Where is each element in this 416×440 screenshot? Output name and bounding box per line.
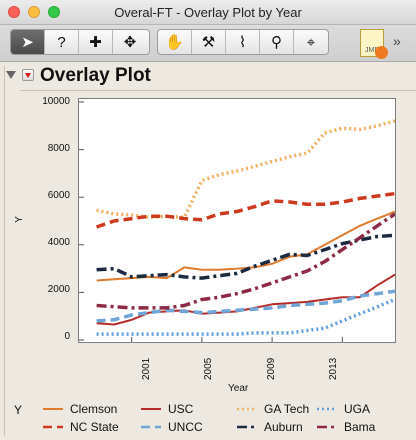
- series-line-uga[interactable]: [96, 297, 396, 336]
- window-title: Overal-FT - Overlay Plot by Year: [114, 5, 302, 20]
- series-line-auburn[interactable]: [96, 233, 396, 280]
- legend-item-auburn[interactable]: Auburn: [236, 420, 303, 434]
- help-tool-icon[interactable]: ?: [45, 30, 79, 54]
- y-axis-title: Y: [13, 216, 25, 223]
- close-window-button[interactable]: [8, 6, 20, 18]
- toolbar-group-interaction: ✋ ⚒ ⌇ ⚲ ⌖: [157, 29, 329, 55]
- legend-item-uncc[interactable]: UNCC: [140, 420, 203, 434]
- move-tool-icon[interactable]: ✥: [123, 34, 137, 51]
- legend-label: Auburn: [264, 420, 303, 434]
- x-tick-label: 2013: [328, 357, 339, 380]
- legend-swatch: [141, 425, 161, 429]
- y-tick-label: 6000: [47, 190, 70, 201]
- legend-swatch: [317, 425, 337, 429]
- toolbar-overflow-icon[interactable]: »: [393, 33, 401, 49]
- report-outline: [4, 66, 415, 436]
- scaler-tool-icon[interactable]: ⌖: [306, 33, 316, 51]
- series-line-uncc[interactable]: [96, 289, 396, 323]
- red-triangle-menu-icon[interactable]: [22, 69, 34, 81]
- jmp-file-icon[interactable]: JMP: [360, 29, 388, 59]
- series-line-ga-tech[interactable]: [96, 119, 396, 220]
- disclosure-triangle-icon[interactable]: [6, 71, 16, 79]
- legend-item-clemson[interactable]: Clemson: [42, 402, 117, 416]
- crosshair-tool-icon[interactable]: ✚: [79, 30, 113, 54]
- legend-label: UNCC: [168, 420, 203, 434]
- y-tick-label: 2000: [47, 284, 70, 295]
- legend-label: NC State: [70, 420, 119, 434]
- legend-label: Clemson: [70, 402, 118, 416]
- legend-item-nc-state[interactable]: NC State: [42, 420, 119, 434]
- legend-item-uga[interactable]: UGA: [316, 402, 370, 416]
- arrow-tool-icon[interactable]: ➤: [11, 30, 45, 54]
- toolbar: ➤ ? ✚ ✥ ✋ ⚒ ⌇ ⚲ ⌖: [0, 25, 416, 62]
- legend-swatch: [237, 407, 257, 411]
- legend-swatch: [43, 425, 63, 429]
- legend-title: Y: [14, 403, 23, 417]
- brush-tool-icon[interactable]: ⚒: [192, 30, 226, 54]
- legend-label: Bama: [344, 420, 376, 434]
- y-tick-label: 10000: [42, 96, 70, 107]
- legend-swatch: [317, 407, 337, 411]
- toolbar-group-selection: ➤ ? ✚ ✥: [10, 29, 150, 55]
- legend-label: UGA: [344, 402, 371, 416]
- legend-label: USC: [168, 402, 194, 416]
- grabber-tool-icon[interactable]: ✋: [158, 30, 192, 54]
- jmp-file-label: JMP: [365, 47, 379, 54]
- section-title: Overlay Plot: [40, 65, 151, 86]
- y-tick-label: 8000: [47, 143, 70, 154]
- revert-badge-icon: [375, 46, 388, 59]
- legend-swatch: [237, 425, 257, 429]
- x-tick-label: 2001: [141, 357, 152, 380]
- overlay-plot: [79, 101, 396, 342]
- legend-item-ga-tech[interactable]: GA Tech: [236, 402, 309, 416]
- x-tick-label: 2009: [266, 357, 277, 380]
- lasso-tool-icon[interactable]: ⌇: [226, 30, 260, 54]
- minimize-window-button[interactable]: [28, 6, 40, 18]
- series-line-nc-state[interactable]: [96, 191, 396, 229]
- section-divider: [20, 90, 416, 91]
- plot-frame[interactable]: [78, 98, 396, 343]
- legend-swatch: [141, 408, 161, 410]
- legend-swatch: [43, 408, 63, 410]
- legend-item-usc[interactable]: USC: [140, 402, 193, 416]
- y-tick-label: 4000: [47, 237, 70, 248]
- zoom-window-button[interactable]: [48, 6, 60, 18]
- x-tick-label: 2005: [203, 357, 214, 380]
- window-titlebar: Overal-FT - Overlay Plot by Year: [0, 0, 416, 25]
- legend-label: GA Tech: [264, 402, 310, 416]
- legend-item-bama[interactable]: Bama: [316, 420, 375, 434]
- x-axis-title: Year: [228, 383, 249, 394]
- y-tick-label: 0: [64, 331, 70, 342]
- series-line-bama[interactable]: [96, 212, 396, 310]
- zoom-tool-icon[interactable]: ⚲: [260, 30, 294, 54]
